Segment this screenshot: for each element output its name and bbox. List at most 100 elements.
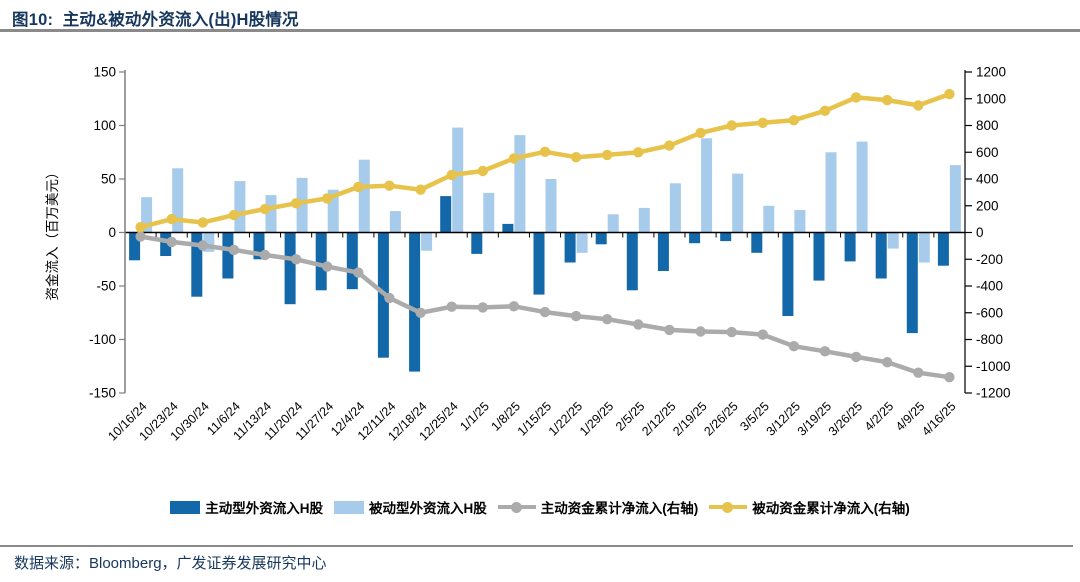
marker-active-cumulative: [477, 302, 488, 313]
marker-passive-cumulative: [508, 153, 520, 164]
right-axis-tick-label: 200: [976, 198, 999, 213]
bar-passive: [483, 192, 495, 233]
marker-active-cumulative: [446, 301, 457, 312]
marker-active-cumulative: [664, 324, 675, 336]
bar-passive: [514, 135, 526, 233]
bar-active: [160, 232, 172, 256]
marker-active-cumulative: [228, 244, 240, 256]
marker-active-cumulative: [290, 254, 302, 265]
bar-active: [502, 223, 514, 233]
right-axis-tick-label: -400: [976, 279, 1003, 294]
marker-active-cumulative: [850, 351, 862, 363]
x-axis-tick-label: 1/15/25: [515, 399, 554, 438]
bar-passive: [701, 138, 713, 233]
chart-legend: 主动型外资流入H股 被动型外资流入H股 主动资金累计净流入(右轴) 被动资金累计…: [0, 497, 1080, 517]
marker-passive-cumulative: [539, 146, 551, 157]
active-line-swatch: [497, 501, 536, 514]
x-axis-tick-label: 4/2/25: [862, 399, 897, 434]
x-axis-tick-label: 4/16/25: [919, 399, 958, 438]
bar-active: [595, 232, 607, 245]
legend-item-active-cumulative-line: 主动资金累计净流入(右轴): [497, 497, 699, 517]
bar-active: [720, 232, 732, 242]
legend-label: 主动资金累计净流入(右轴): [540, 501, 699, 516]
bar-passive: [638, 207, 650, 233]
active-bar-swatch: [170, 500, 201, 514]
marker-passive-cumulative: [882, 94, 893, 106]
left-axis-tick-label: 100: [93, 118, 116, 133]
marker-passive-cumulative: [726, 120, 737, 131]
bar-active: [533, 232, 545, 295]
bar-passive: [732, 173, 744, 233]
marker-passive-cumulative: [913, 100, 924, 111]
bar-passive: [949, 165, 961, 233]
right-axis-tick-label: -600: [976, 305, 1003, 320]
x-axis-tick-label: 3/19/25: [795, 399, 834, 438]
bar-passive: [358, 159, 370, 233]
marker-active-cumulative: [508, 301, 520, 312]
marker-passive-cumulative: [602, 149, 613, 161]
left-axis-tick-label: 0: [108, 225, 116, 240]
right-axis-tick-label: 1200: [976, 65, 1006, 80]
bar-active: [409, 232, 421, 372]
marker-passive-cumulative: [415, 184, 426, 195]
marker-active-cumulative: [695, 326, 706, 337]
legend-item-active-bar: 主动型外资流入H股: [170, 497, 323, 517]
bar-active: [626, 232, 638, 291]
marker-active-cumulative: [913, 367, 924, 378]
marker-active-cumulative: [384, 292, 395, 304]
bar-active: [657, 232, 669, 271]
legend-item-passive-cumulative-line: 被动资金累计净流入(右轴): [709, 497, 910, 517]
marker-passive-cumulative: [166, 213, 177, 225]
marker-active-cumulative: [259, 249, 271, 261]
marker-passive-cumulative: [633, 147, 644, 158]
bar-active: [315, 232, 327, 291]
bar-active: [471, 232, 483, 254]
bar-active: [129, 232, 141, 261]
bar-active: [253, 232, 265, 260]
combo-chart: 150 100 50 0 -50 -100 -150 1200 1000 800 600 400 200…: [45, 65, 1011, 444]
marker-passive-cumulative: [757, 117, 768, 128]
bar-active: [689, 232, 701, 244]
page-title: 图10: 主动&被动外资流入(出)H股情况: [12, 11, 299, 29]
marker-passive-cumulative: [850, 92, 862, 103]
bar-active: [222, 232, 234, 279]
marker-active-cumulative: [353, 267, 364, 278]
marker-active-cumulative: [944, 372, 955, 383]
left-axis-tick-label: 150: [93, 65, 116, 80]
bar-active: [875, 232, 887, 279]
bar-active: [564, 232, 576, 263]
x-axis-tick-label: 2/26/25: [701, 399, 740, 438]
bar-passive: [141, 197, 153, 233]
bar-active: [346, 232, 358, 290]
bar-passive: [172, 168, 184, 233]
bar-passive: [607, 214, 619, 233]
bar-passive: [452, 127, 464, 233]
legend-label: 被动资金累计净流入(右轴): [752, 501, 910, 516]
left-axis-tick-label: -150: [89, 386, 116, 401]
bar-active: [813, 232, 825, 281]
right-axis-tick-label: 600: [976, 145, 999, 160]
left-axis-tick-label: -100: [89, 332, 116, 347]
marker-passive-cumulative: [135, 222, 146, 233]
marker-passive-cumulative: [197, 217, 208, 228]
bar-passive: [327, 189, 339, 233]
right-axis-tick-label: 800: [976, 118, 999, 133]
bar-active: [751, 232, 763, 253]
legend-label: 被动型外资流入H股: [369, 501, 487, 516]
marker-active-cumulative: [633, 319, 644, 330]
marker-passive-cumulative: [446, 169, 457, 181]
marker-passive-cumulative: [819, 105, 831, 117]
marker-active-cumulative: [415, 307, 426, 318]
marker-passive-cumulative: [570, 152, 582, 163]
bar-active: [844, 232, 856, 262]
marker-active-cumulative: [539, 306, 551, 318]
bar-passive: [265, 195, 277, 233]
x-axis-tick-label: 1/22/25: [546, 399, 585, 438]
bar-passive: [794, 210, 806, 233]
bar-passive: [576, 232, 588, 253]
right-axis-tick-label: -1000: [976, 359, 1011, 374]
bar-passive: [856, 141, 868, 233]
x-axis-tick-label: 3/12/25: [764, 399, 803, 438]
bar-active: [191, 232, 203, 297]
